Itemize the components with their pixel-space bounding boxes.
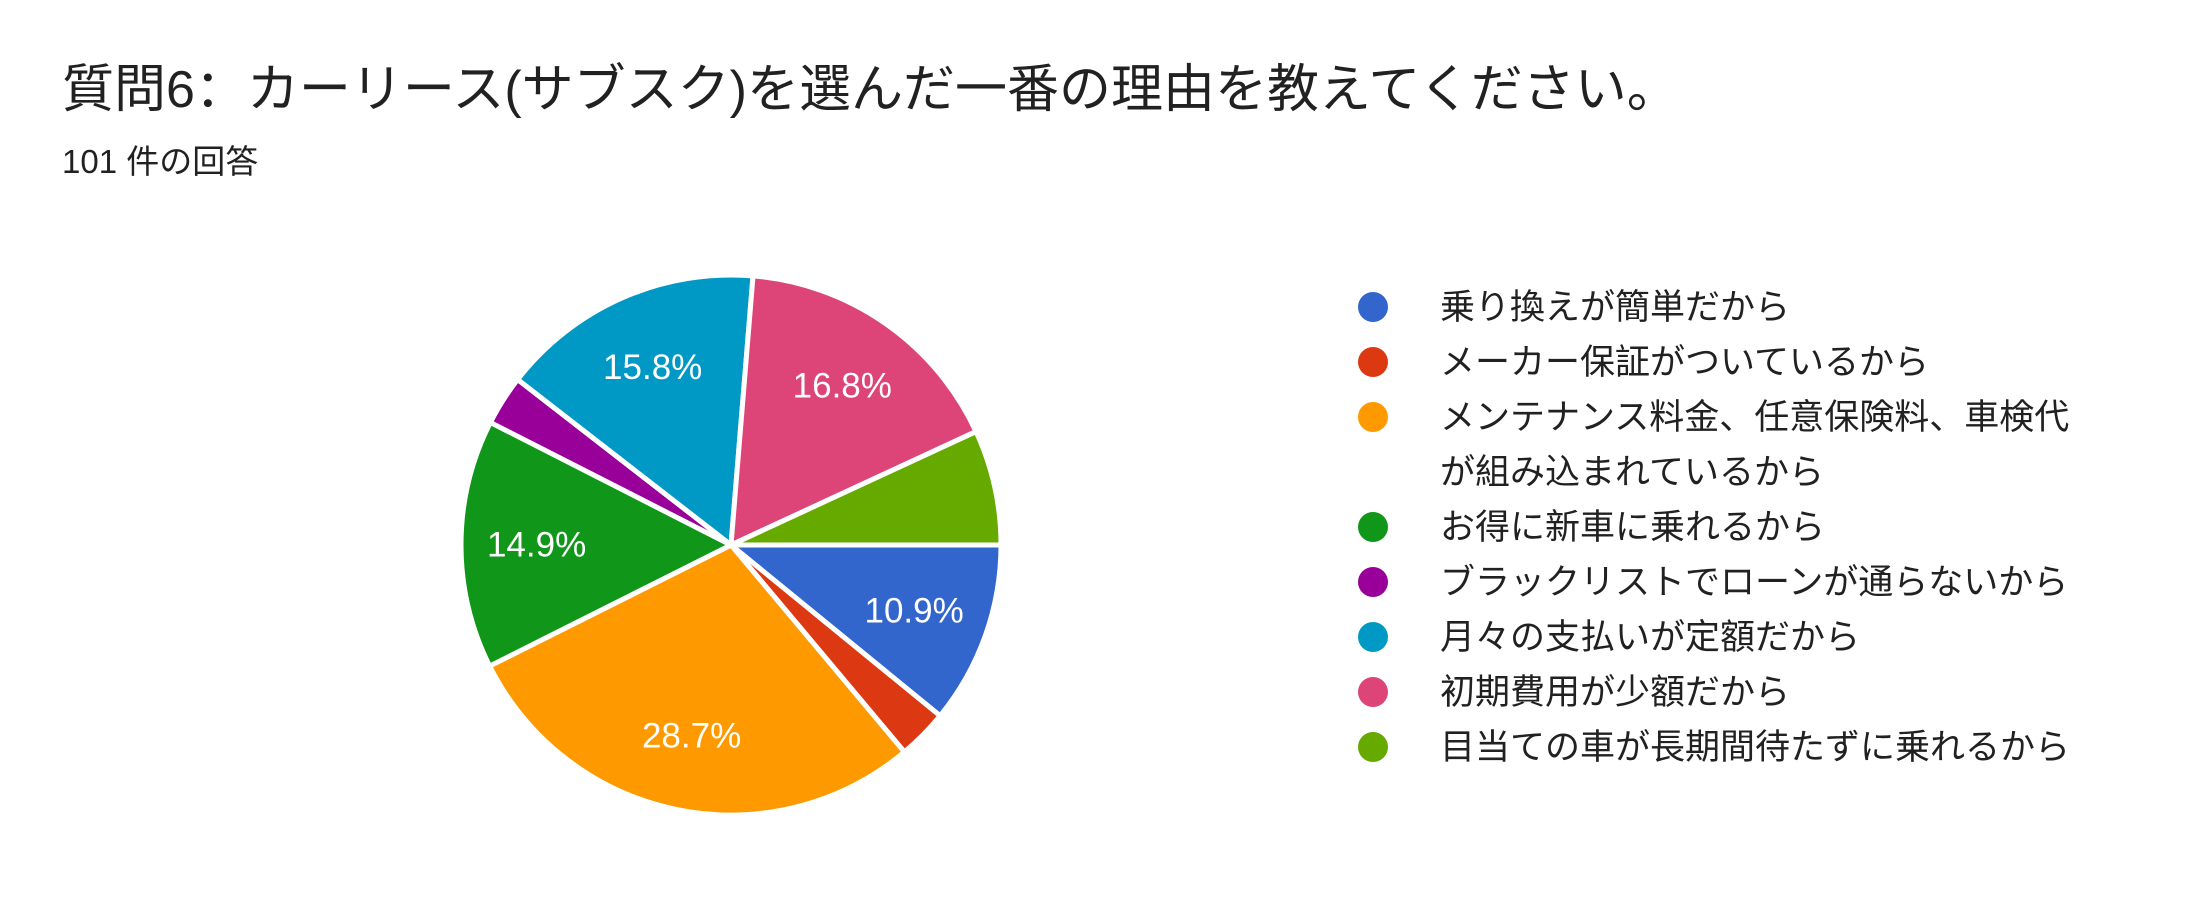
legend-color-dot <box>1358 512 1388 542</box>
pie-percent-label: 16.8% <box>793 367 892 406</box>
pie-slice-8[interactable] <box>728 429 1004 548</box>
legend-item: 初期費用が少額だから <box>1358 665 2080 720</box>
pie-slice-7[interactable] <box>728 273 979 548</box>
legend-label: メンテナンス料金、任意保険料、車検代が組み込まれているから <box>1440 398 2070 492</box>
question-title: 質問6：カーリース(サブスク)を選んだ一番の理由を教えてください。 <box>62 61 1679 119</box>
pie-slice-6[interactable] <box>515 272 756 548</box>
legend-item: メーカー保証がついているから <box>1358 335 2080 390</box>
pie-percent-label: 14.9% <box>487 525 586 564</box>
legend-label: 目当ての車が長期間待たずに乗れるから <box>1440 728 2071 767</box>
legend-label: 初期費用が少額だから <box>1440 673 1791 712</box>
chart-legend: 乗り換えが簡単だからメーカー保証がついているからメンテナンス料金、任意保険料、車… <box>1358 280 2080 775</box>
legend-item: 目当ての車が長期間待たずに乗れるから <box>1358 720 2080 775</box>
legend-color-dot <box>1358 292 1388 322</box>
legend-item: 月々の支払いが定額だから <box>1358 610 2080 665</box>
legend-item: ブラックリストでローンが通らないから <box>1358 555 2080 610</box>
legend-label: 月々の支払いが定額だから <box>1440 618 1861 657</box>
pie-percent-label: 28.7% <box>642 716 741 755</box>
legend-color-dot <box>1358 347 1388 377</box>
legend-label: メーカー保証がついているから <box>1440 343 1929 382</box>
legend-label: お得に新車に乗れるから <box>1440 508 1826 547</box>
legend-item: お得に新車に乗れるから <box>1358 500 2080 555</box>
legend-label: ブラックリストでローンが通らないから <box>1440 563 2069 602</box>
legend-color-dot <box>1358 677 1388 707</box>
pie-slice-1[interactable] <box>728 542 1004 719</box>
legend-color-dot <box>1358 622 1388 652</box>
pie-slice-4[interactable] <box>458 419 734 669</box>
legend-item: メンテナンス料金、任意保険料、車検代が組み込まれているから <box>1358 390 2080 500</box>
legend-color-dot <box>1358 402 1388 432</box>
legend-color-dot <box>1358 567 1388 597</box>
legend-label: 乗り換えが簡単だから <box>1440 288 1791 327</box>
pie-percent-label: 15.8% <box>603 348 702 387</box>
pie-slice-3[interactable] <box>487 542 907 818</box>
legend-color-dot <box>1358 732 1388 762</box>
response-count: 101 件の回答 <box>62 143 259 180</box>
legend-item: 乗り換えが簡単だから <box>1358 280 2080 335</box>
pie-percent-label: 10.9% <box>864 591 963 630</box>
